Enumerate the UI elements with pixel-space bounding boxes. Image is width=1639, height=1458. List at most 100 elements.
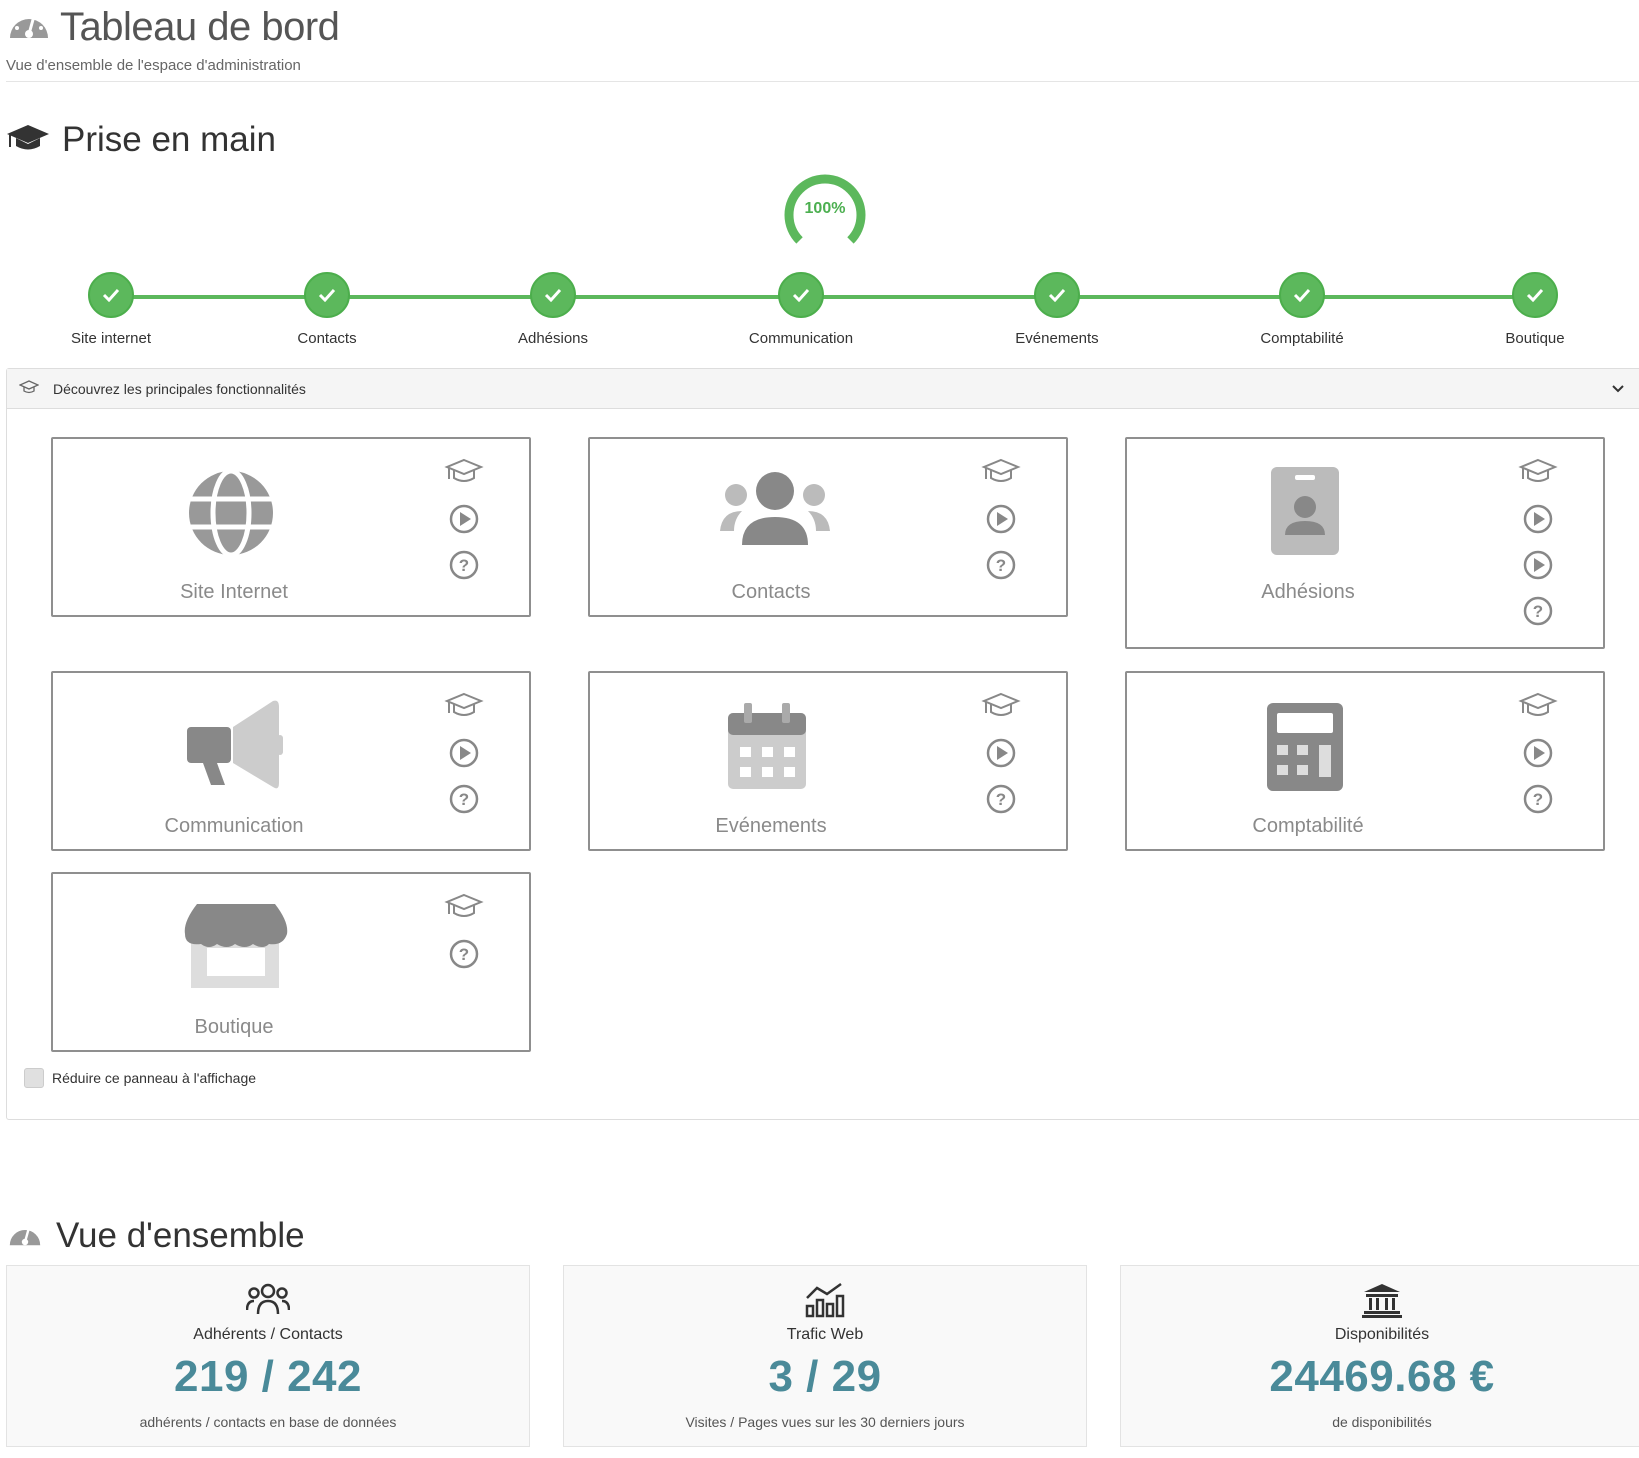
getting-started-title: Prise en main: [62, 120, 276, 159]
page-subtitle: Vue d'ensemble de l'espace d'administrat…: [6, 57, 301, 74]
step-site-internet[interactable]: Site internet: [31, 272, 191, 347]
step-comptabilite[interactable]: Comptabilité: [1222, 272, 1382, 347]
checkbox[interactable]: [24, 1068, 44, 1088]
card-comptabilite[interactable]: Comptabilité ?: [1125, 671, 1605, 851]
help-icon[interactable]: ?: [1517, 595, 1559, 641]
step-boutique[interactable]: Boutique: [1455, 272, 1615, 347]
help-icon[interactable]: ?: [443, 783, 485, 829]
store-icon: [183, 900, 288, 996]
svg-text:?: ?: [996, 556, 1006, 575]
chevron-down-icon[interactable]: [1611, 381, 1625, 397]
check-icon: [304, 272, 350, 318]
card-contacts[interactable]: Contacts ?: [588, 437, 1068, 617]
users-icon: [245, 1282, 291, 1320]
check-icon: [1034, 272, 1080, 318]
stat-label: Disponibilités: [1334, 1326, 1430, 1343]
card-boutique[interactable]: Boutique ?: [51, 872, 531, 1052]
features-panel-title: Découvrez les principales fonctionnalité…: [53, 380, 306, 397]
overview-heading: Vue d'ensemble: [6, 1216, 305, 1256]
play-icon[interactable]: [1517, 549, 1559, 595]
collapse-panel-checkbox[interactable]: Réduire ce panneau à l'affichage: [24, 1068, 256, 1088]
card-adhesions[interactable]: Adhésions ?: [1125, 437, 1605, 649]
stat-label: Adhérents / Contacts: [193, 1326, 343, 1343]
svg-text:?: ?: [996, 790, 1006, 809]
svg-text:?: ?: [459, 790, 469, 809]
tutorial-icon[interactable]: [443, 691, 485, 737]
getting-started-heading: Prise en main: [6, 120, 276, 160]
step-label: Comptabilité: [1260, 330, 1344, 347]
dashboard-icon: [6, 4, 52, 49]
tutorial-icon[interactable]: [443, 892, 485, 938]
globe-icon: [183, 465, 279, 561]
features-panel: Découvrez les principales fonctionnalité…: [6, 368, 1639, 1120]
svg-text:?: ?: [459, 556, 469, 575]
check-icon: [1512, 272, 1558, 318]
svg-text:?: ?: [1533, 602, 1543, 621]
collapse-panel-label: Réduire ce panneau à l'affichage: [52, 1070, 257, 1086]
stat-description: de disponibilités: [1332, 1414, 1432, 1430]
tutorial-icon[interactable]: [980, 457, 1022, 503]
help-icon[interactable]: ?: [443, 938, 485, 984]
stat-availability: Disponibilités 24469.68 € de disponibili…: [1120, 1265, 1639, 1447]
card-label: Comptabilité: [1252, 815, 1364, 837]
step-label: Adhésions: [517, 330, 589, 347]
help-icon[interactable]: ?: [1517, 783, 1559, 829]
play-icon[interactable]: [1517, 737, 1559, 783]
help-icon[interactable]: ?: [443, 549, 485, 595]
tutorial-icon[interactable]: [1517, 457, 1559, 503]
tutorial-icon[interactable]: [443, 457, 485, 503]
card-communication[interactable]: Communication ?: [51, 671, 531, 851]
chart-icon: [803, 1282, 847, 1320]
step-adhesions[interactable]: Adhésions: [473, 272, 633, 347]
step-label: Site internet: [70, 330, 152, 347]
check-icon: [88, 272, 134, 318]
tutorial-icon[interactable]: [980, 691, 1022, 737]
play-icon[interactable]: [443, 503, 485, 549]
stat-value: 219 / 242: [174, 1352, 362, 1401]
step-label: Contacts: [297, 330, 357, 347]
card-label: Boutique: [194, 1016, 274, 1038]
overview-title: Vue d'ensemble: [56, 1216, 305, 1255]
help-icon[interactable]: ?: [980, 783, 1022, 829]
play-icon[interactable]: [980, 503, 1022, 549]
card-tools: ?: [980, 457, 1022, 595]
card-label: Contacts: [731, 581, 811, 603]
svg-text:?: ?: [459, 945, 469, 964]
page-header: Tableau de bord Vue d'ensemble de l'espa…: [6, 4, 1639, 82]
features-panel-header[interactable]: Découvrez les principales fonctionnalité…: [7, 369, 1639, 409]
card-site-internet[interactable]: Site Internet ?: [51, 437, 531, 617]
card-tools: ?: [980, 691, 1022, 829]
stat-value: 3 / 29: [768, 1352, 882, 1401]
play-icon[interactable]: [443, 737, 485, 783]
graduation-cap-icon: [6, 123, 50, 158]
users-icon: [720, 465, 830, 561]
page-title: Tableau de bord: [60, 4, 340, 49]
svg-text:?: ?: [1533, 790, 1543, 809]
card-label: Evénements: [715, 815, 827, 837]
calendar-icon: [720, 699, 816, 795]
play-icon[interactable]: [1517, 503, 1559, 549]
step-label: Evénements: [1015, 330, 1099, 347]
id-badge-icon: [1257, 465, 1353, 561]
card-tools: ?: [1517, 691, 1559, 829]
check-icon: [778, 272, 824, 318]
calculator-icon: [1257, 699, 1353, 795]
card-tools: ?: [443, 892, 485, 984]
stat-value: 24469.68 €: [1269, 1352, 1495, 1401]
step-evenements[interactable]: Evénements: [977, 272, 1137, 347]
card-label: Adhésions: [1261, 581, 1355, 603]
stat-label: Trafic Web: [786, 1326, 864, 1343]
step-label: Boutique: [1505, 330, 1565, 347]
step-communication[interactable]: Communication: [721, 272, 881, 347]
step-label: Communication: [748, 330, 854, 347]
card-evenements[interactable]: Evénements ?: [588, 671, 1068, 851]
progress-steps: Site internet Contacts Adhésions Communi…: [0, 272, 1639, 352]
play-icon[interactable]: [980, 737, 1022, 783]
help-icon[interactable]: ?: [980, 549, 1022, 595]
tutorial-icon[interactable]: [1517, 691, 1559, 737]
step-contacts[interactable]: Contacts: [247, 272, 407, 347]
progress-gauge: 100%: [780, 170, 870, 260]
graduation-cap-icon: [18, 380, 40, 397]
card-label: Site Internet: [180, 581, 288, 603]
card-label: Communication: [164, 815, 304, 837]
